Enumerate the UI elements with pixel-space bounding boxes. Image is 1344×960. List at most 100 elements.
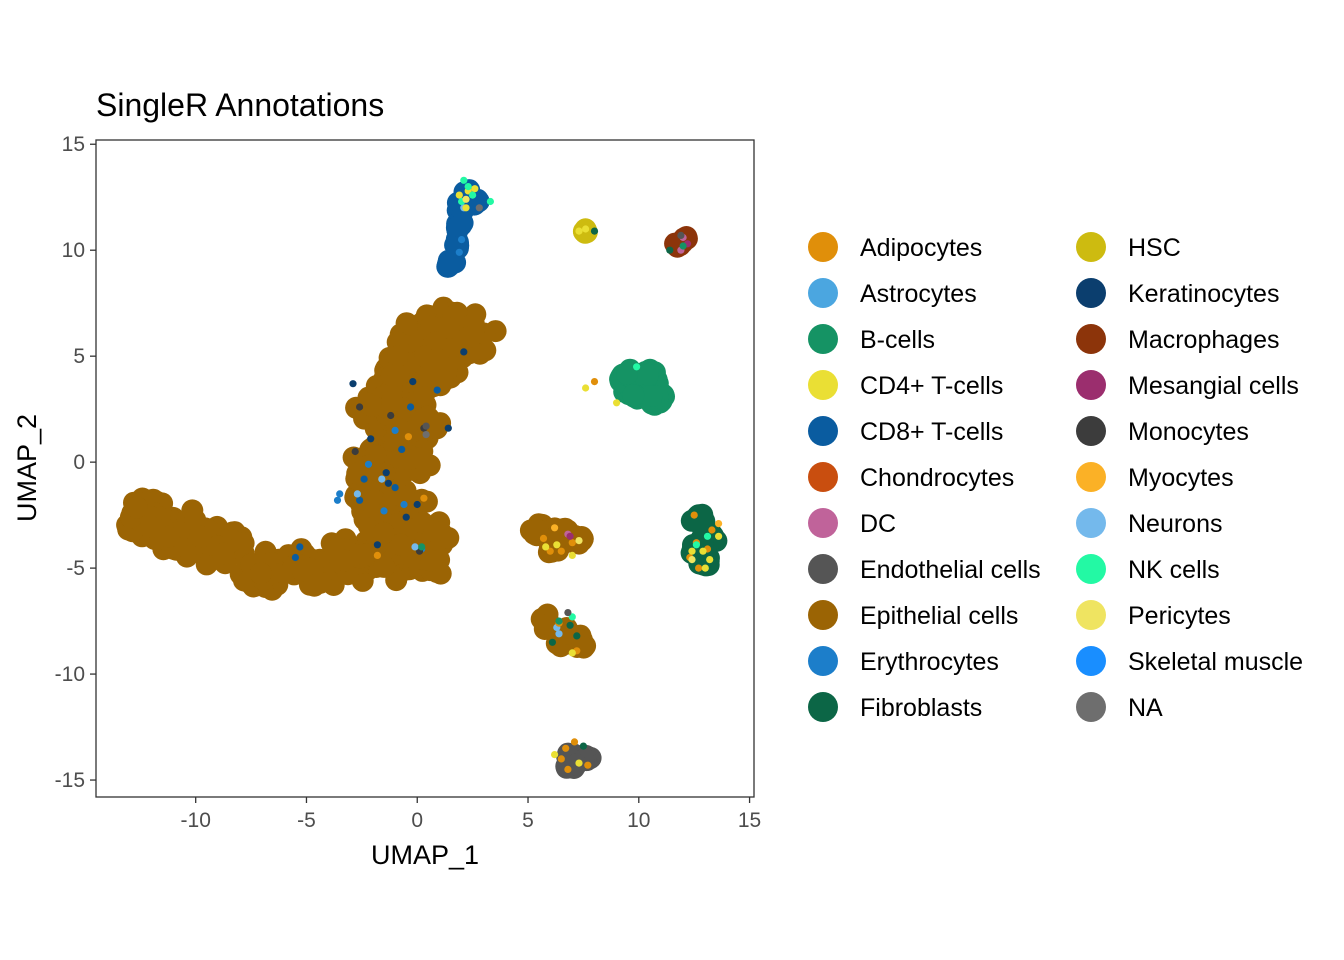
point-monocytes [351, 447, 359, 456]
point-monocytes [387, 411, 395, 420]
x-tick-label: 5 [522, 809, 534, 832]
point-epithelial-cells [249, 562, 272, 585]
legend-label: Endothelial cells [860, 556, 1041, 584]
legend-key-dot [808, 278, 838, 308]
point-adipocytes [590, 378, 599, 386]
point-epithelial-cells [189, 525, 212, 548]
point-epithelial-cells [387, 364, 410, 387]
point-epithelial-cells [389, 533, 412, 556]
point-cd4-t-cells [575, 759, 583, 767]
legend-label: CD8+ T-cells [860, 418, 1003, 446]
point-cd4-t-cells [568, 551, 576, 560]
point-cd4-t-cells [455, 191, 463, 199]
x-tick-label: 15 [738, 809, 761, 832]
point-fibroblasts [573, 632, 581, 640]
point-adipocytes [562, 744, 570, 752]
point-cd4-t-cells [575, 227, 583, 235]
point-nk-cells [486, 197, 494, 206]
point-keratinocytes [382, 469, 390, 477]
point-cd4-t-cells [688, 547, 696, 555]
point-epithelial-cells [457, 326, 480, 349]
legend-key-dot [1076, 278, 1106, 308]
legend-label: Skeletal muscle [1128, 648, 1303, 676]
point-b-cells [640, 385, 663, 407]
point-adipocytes [404, 433, 412, 441]
legend-label: HSC [1128, 234, 1181, 262]
point-epithelial-cells [381, 390, 404, 413]
point-epithelial-cells [184, 509, 207, 531]
point-keratinocytes [413, 500, 421, 509]
accent-points-b-cells [418, 242, 687, 625]
point-neurons [411, 543, 419, 551]
legend-label: Adipocytes [860, 234, 982, 262]
point-nk-cells [464, 183, 472, 191]
accent-points-nk-cells [458, 176, 712, 621]
point-monocytes [356, 403, 364, 411]
y-tick-label: -5 [66, 557, 85, 580]
cluster-top-stalk [436, 179, 490, 278]
legend-item-keratinocytes: Keratinocytes [1076, 278, 1279, 308]
x-axis-title: UMAP_1 [371, 840, 479, 870]
legend-item-pericytes: Pericytes [1076, 600, 1231, 630]
legend-item-b-cells: B-cells [808, 324, 935, 354]
legend-label: Fibroblasts [860, 694, 982, 722]
legend-label: Monocytes [1128, 418, 1249, 446]
point-adipocytes [695, 564, 703, 572]
y-axis-title: UMAP_2 [12, 414, 42, 522]
legend-key-dot [808, 646, 838, 676]
x-tick-label: 0 [411, 809, 423, 832]
point-adipocytes [420, 494, 428, 502]
y-tick-label: -15 [55, 769, 85, 792]
accent-points-endothelial-cells [422, 231, 685, 617]
legend-key-dot [1076, 370, 1106, 400]
legend-item-erythrocytes: Erythrocytes [808, 646, 999, 676]
point-cd8-t-cells [291, 553, 299, 562]
point-cd4-t-cells [582, 225, 590, 233]
point-endothelial-cells [677, 231, 685, 239]
legend-label: NA [1128, 694, 1163, 722]
x-tick-label: -10 [181, 809, 211, 832]
point-adipocytes [557, 755, 565, 763]
point-nk-cells [460, 176, 468, 184]
point-erythrocytes [455, 248, 463, 256]
legend-key-dot [808, 462, 838, 492]
cluster-b-cell-cluster [609, 358, 675, 416]
legend-key-dot [1076, 692, 1106, 722]
point-epithelial-cells [359, 394, 382, 417]
x-tick-label: -5 [297, 809, 316, 832]
legend-key-dot [1076, 554, 1106, 584]
point-cd8-t-cells [296, 543, 304, 551]
data-points [116, 176, 728, 779]
point-erythrocytes [364, 460, 373, 468]
legend-key-dot [1076, 508, 1106, 538]
point-mesangial-cells [566, 532, 574, 540]
cluster-epithelial-cluster-a [519, 513, 594, 564]
legend-label: Astrocytes [860, 280, 977, 308]
legend-key-dot [1076, 462, 1106, 492]
legend-label: CD4+ T-cells [860, 372, 1003, 400]
legend-key-dot [808, 370, 838, 400]
point-cd8-t-cells [407, 403, 415, 411]
point-adipocytes [373, 551, 381, 560]
legend-label: Epithelial cells [860, 602, 1018, 630]
legend-item-mesangial-cells: Mesangial cells [1076, 370, 1299, 400]
point-neurons [555, 630, 563, 638]
plot-panel-border [95, 139, 755, 798]
accent-points-na [422, 204, 483, 439]
point-epithelial-cells [303, 574, 326, 597]
legend-label: Keratinocytes [1128, 280, 1279, 308]
point-epithelial-cells [423, 520, 446, 543]
legend-label: Myocytes [1128, 464, 1234, 492]
cluster-epithelial-main-body [116, 296, 507, 601]
point-b-cells [679, 242, 687, 250]
legend-label: NK cells [1128, 556, 1220, 584]
legend-item-hsc: HSC [1076, 232, 1181, 262]
point-keratinocytes [402, 513, 410, 521]
point-cd8-t-cells [446, 237, 469, 260]
y-tick-label: 5 [73, 345, 85, 368]
legend-key-dot [1076, 646, 1106, 676]
legend-label: Pericytes [1128, 602, 1231, 630]
point-erythrocytes [400, 500, 408, 509]
point-nk-cells [692, 541, 701, 549]
point-keratinocytes [444, 424, 452, 432]
